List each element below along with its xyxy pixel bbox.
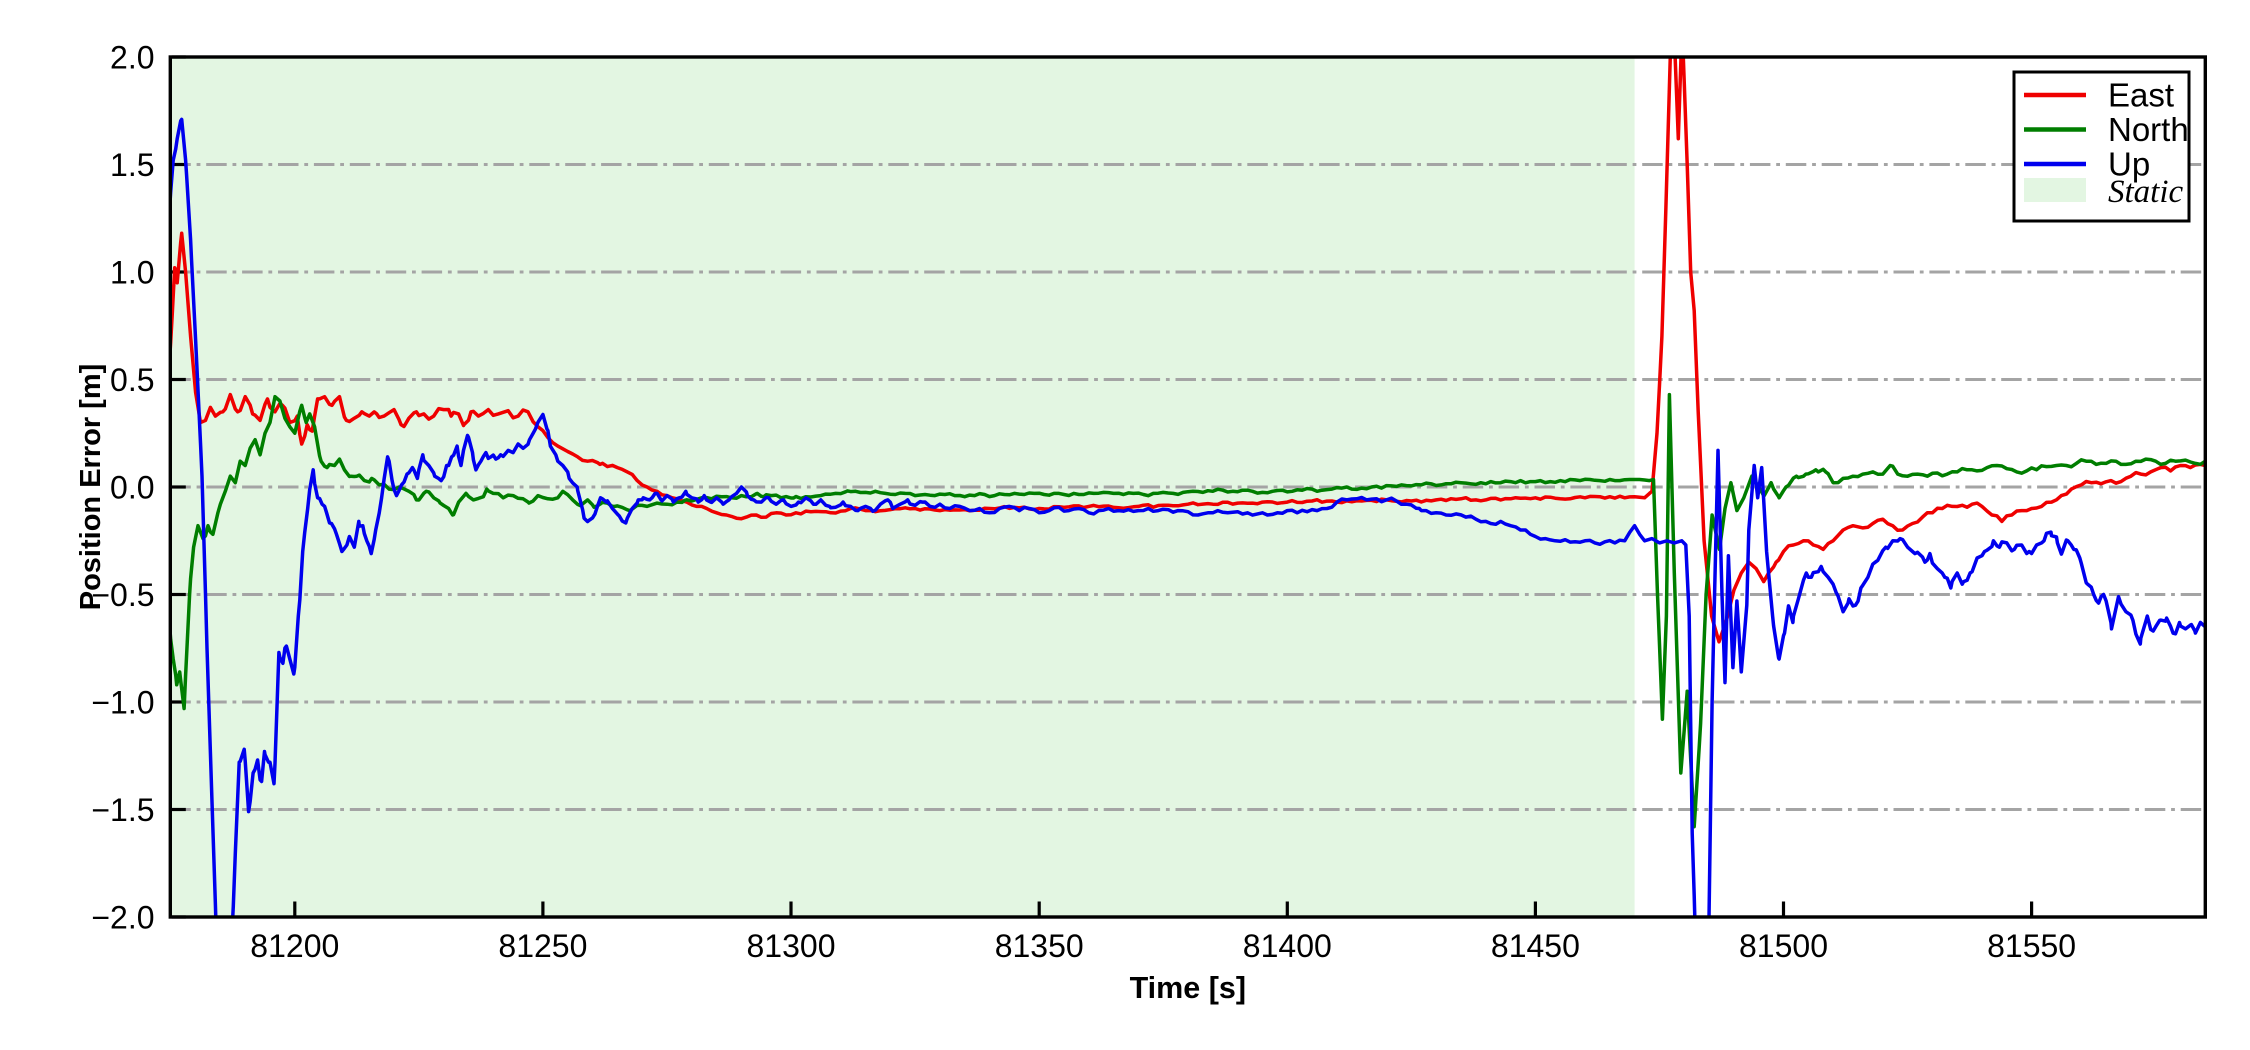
- svg-text:81400: 81400: [1243, 928, 1332, 964]
- svg-text:81500: 81500: [1739, 928, 1828, 964]
- svg-text:1.5: 1.5: [110, 147, 154, 183]
- svg-text:East: East: [2108, 77, 2174, 114]
- svg-text:Time [s]: Time [s]: [1130, 971, 1246, 1005]
- svg-text:−0.5: −0.5: [91, 577, 154, 613]
- svg-text:81200: 81200: [250, 928, 339, 964]
- svg-text:81450: 81450: [1491, 928, 1580, 964]
- svg-text:1.0: 1.0: [110, 255, 154, 291]
- svg-text:Up: Up: [2108, 146, 2150, 183]
- svg-text:−2.0: −2.0: [91, 900, 154, 936]
- svg-text:Static: Static: [2108, 174, 2184, 210]
- svg-text:−1.0: −1.0: [91, 685, 154, 721]
- svg-text:2.0: 2.0: [110, 40, 154, 76]
- svg-text:81350: 81350: [995, 928, 1084, 964]
- svg-text:−1.5: −1.5: [91, 792, 154, 828]
- svg-text:0.0: 0.0: [110, 470, 154, 506]
- svg-text:Position Error [m]: Position Error [m]: [75, 364, 107, 611]
- svg-text:81300: 81300: [747, 928, 836, 964]
- svg-text:81250: 81250: [498, 928, 587, 964]
- svg-text:North: North: [2108, 111, 2189, 148]
- svg-text:0.5: 0.5: [110, 362, 154, 398]
- svg-text:81550: 81550: [1987, 928, 2076, 964]
